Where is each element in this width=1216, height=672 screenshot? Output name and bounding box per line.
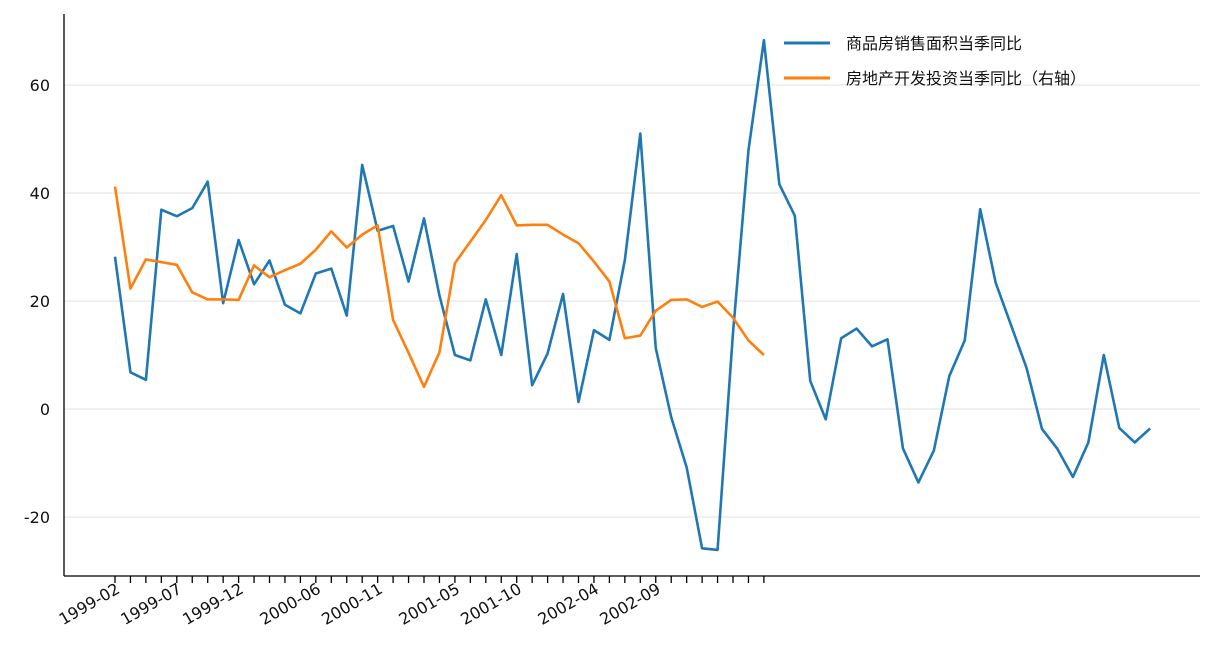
y-ticks: -20 0 20 40 60 xyxy=(24,76,50,527)
y-tick-label: 40 xyxy=(30,184,50,203)
y-tick-label: 20 xyxy=(30,292,50,311)
gridlines xyxy=(64,84,1200,518)
series-line-0 xyxy=(113,38,1152,552)
legend-label-sales-area: 商品房销售面积当季同比 xyxy=(846,34,1022,53)
x-tick-label: 2002-09 xyxy=(596,579,663,629)
x-tick-label: 1999-12 xyxy=(179,579,246,629)
y-tick-label: 60 xyxy=(30,76,50,95)
x-tick-label: 2001-05 xyxy=(395,579,462,629)
series-line-1 xyxy=(113,186,765,389)
x-tick-label: 1999-02 xyxy=(56,579,123,629)
x-tick-label: 2000-06 xyxy=(256,579,323,629)
y-tick-label: -20 xyxy=(24,508,50,527)
x-tick-label: 2001-10 xyxy=(457,579,524,629)
x-tick-label: 2002-04 xyxy=(535,579,602,629)
x-tick-label: 2000-11 xyxy=(318,579,385,629)
y-tick-label: 0 xyxy=(40,400,50,419)
series-layer xyxy=(113,38,1152,552)
x-tick-label: 1999-07 xyxy=(117,579,184,629)
axes xyxy=(63,14,1200,577)
legend-label-investment: 房地产开发投资当季同比（右轴） xyxy=(846,69,1086,88)
legend: 商品房销售面积当季同比 房地产开发投资当季同比（右轴） xyxy=(784,34,1086,88)
